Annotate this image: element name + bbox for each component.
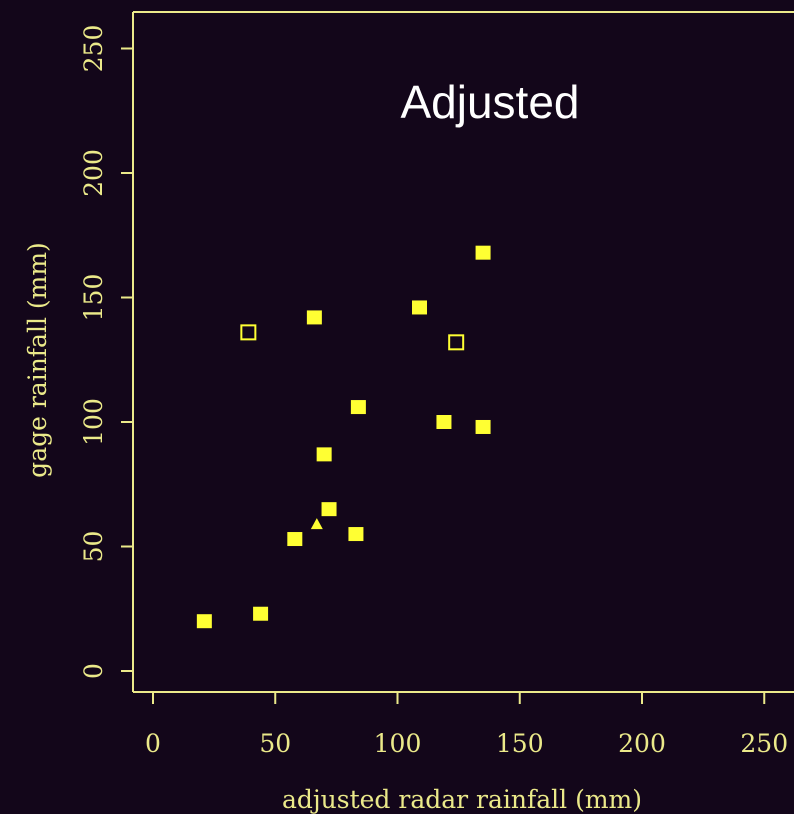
data-point-filled-square [321, 502, 337, 517]
data-point-filled-triangle [310, 518, 323, 530]
data-point-filled-square [475, 419, 491, 434]
y-tick-label: 250 [79, 25, 108, 73]
data-point-filled-square [475, 245, 491, 260]
data-point-filled-square [350, 400, 366, 415]
x-tick-label: 200 [618, 729, 666, 758]
y-tick-label: 50 [79, 531, 108, 563]
y-tick-label: 200 [79, 149, 108, 197]
data-markers [196, 245, 491, 629]
x-tick-label: 0 [145, 729, 161, 758]
x-axis-label: adjusted radar rainfall (mm) [282, 785, 642, 814]
data-point-filled-square [196, 614, 212, 629]
data-point-filled-square [306, 310, 322, 325]
data-point-open-square [240, 324, 257, 341]
data-point-filled-square [253, 606, 269, 621]
y-tick-label: 150 [79, 274, 108, 322]
y-axis-label: gage rainfall (mm) [23, 242, 52, 478]
x-tick-label: 150 [496, 729, 544, 758]
data-point-open-square [448, 334, 465, 351]
data-point-filled-square [316, 447, 332, 462]
x-tick-label: 250 [740, 729, 788, 758]
chart-title: Adjusted [400, 76, 579, 128]
y-tick-label: 100 [79, 398, 108, 446]
x-tick-label: 50 [259, 729, 291, 758]
x-tick-label: 100 [374, 729, 422, 758]
y-axis-ticks: 0 50 100 150 200 250 [79, 25, 133, 679]
data-point-filled-square [412, 300, 428, 315]
data-point-filled-square [287, 532, 303, 547]
data-point-filled-square [348, 527, 364, 542]
y-tick-label: 0 [79, 663, 108, 679]
data-point-filled-square [436, 415, 452, 429]
x-axis-ticks: 0 50 100 150 200 250 [145, 692, 788, 758]
